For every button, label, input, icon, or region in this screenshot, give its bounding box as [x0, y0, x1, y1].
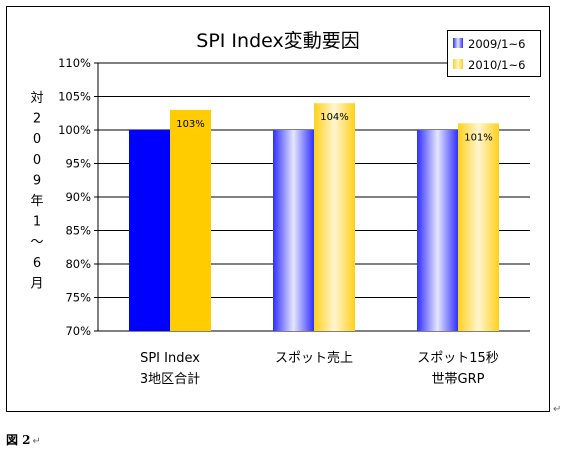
legend-swatch: [453, 38, 463, 48]
y-tick-label: 70%: [65, 324, 91, 338]
y-tick-label: 100%: [58, 123, 91, 137]
y-tick-label: 95%: [65, 157, 91, 171]
x-category-label: スポット売上: [275, 350, 353, 366]
bar-2009-2: [417, 130, 458, 331]
paragraph-return-mark: ↵: [553, 404, 562, 415]
legend-label: 2010/1~6: [468, 58, 525, 72]
x-category-label: 3地区合計: [140, 371, 200, 387]
y-tick-label: 110%: [58, 56, 91, 70]
y-tick-label: 85%: [65, 224, 91, 238]
y-tick-label: 105%: [58, 90, 91, 104]
x-category-label: SPI Index: [140, 351, 200, 366]
bar-2010-2: [458, 123, 499, 331]
bar-2010-1: [314, 103, 355, 331]
bar-2009-0: [129, 130, 170, 331]
legend-swatch: [453, 59, 463, 69]
bar-2010-0: [170, 109, 211, 332]
data-label: 101%: [464, 132, 493, 143]
figure-caption: 図 2 ↵: [6, 433, 41, 447]
figure-caption-label: 図 2: [6, 433, 31, 447]
y-tick-label: 80%: [65, 257, 91, 271]
data-label: 104%: [320, 112, 349, 123]
chart-title: SPI Index変動要因: [196, 30, 359, 52]
x-category-label: スポット15秒: [417, 351, 499, 366]
bar-chart: 70% 75% 80% 85% 90% 95% 100% 105% 110% 103% SPI In…: [6, 6, 550, 412]
legend-label: 2009/1~6: [468, 37, 525, 51]
data-label: 103%: [176, 119, 205, 130]
caption-return-mark: ↵: [32, 436, 41, 447]
bar-2009-1: [273, 130, 314, 331]
chart-frame: 70% 75% 80% 85% 90% 95% 100% 105% 110% 103% SPI In…: [6, 6, 550, 412]
y-tick-label: 75%: [65, 291, 91, 305]
y-tick-label: 90%: [65, 190, 91, 204]
y-axis-label: 対 2 0 0 9 年 1 〜 6 月: [30, 91, 43, 291]
x-category-label: 世帯GRP: [432, 372, 485, 387]
